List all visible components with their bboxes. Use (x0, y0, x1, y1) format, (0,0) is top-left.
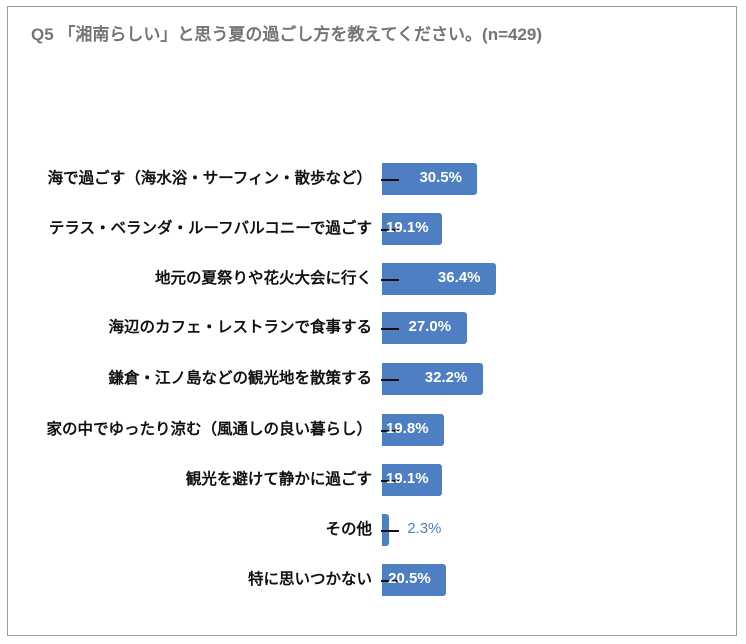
category-label: 海で過ごす（海水浴・サーフィン・散歩など） (47, 170, 372, 187)
bar (382, 263, 496, 295)
bar-row: 特に思いつかない 20.5% (0, 560, 746, 600)
category-label: テラス・ベランダ・ルーフバルコニーで過ごす (48, 220, 372, 237)
axis-tick (381, 229, 399, 231)
category-label: 観光を避けて静かに過ごす (185, 471, 372, 488)
axis-tick (381, 279, 399, 281)
category-label: 海辺のカフェ・レストランで食事する (108, 319, 372, 336)
bar-row: 海辺のカフェ・レストランで食事する 27.0% (0, 308, 746, 348)
value-label: 32.2% (424, 369, 468, 386)
value-label: 30.5% (419, 169, 462, 186)
axis-tick (381, 430, 399, 432)
value-label: 2.3% (407, 520, 442, 537)
value-label: 19.1% (386, 219, 429, 236)
axis-tick (381, 480, 399, 482)
chart-title: Q5 「湘南らしい」と思う夏の過ごし方を教えてください。(n=429) (31, 25, 543, 44)
bar-row: 鎌倉・江ノ島などの観光地を散策する 32.2% (0, 359, 746, 399)
category-label: 特に思いつかない (247, 571, 372, 588)
category-label: 鎌倉・江ノ島などの観光地を散策する (108, 370, 372, 387)
value-label: 36.4% (437, 269, 481, 286)
category-label: その他 (325, 521, 372, 538)
category-label: 地元の夏祭りや花火大会に行く (154, 270, 372, 287)
bar-row: 海で過ごす（海水浴・サーフィン・散歩など） 30.5% (0, 159, 746, 199)
bar-row: テラス・ベランダ・ルーフバルコニーで過ごす 19.1% (0, 209, 746, 249)
value-label: 19.8% (386, 420, 429, 437)
category-label: 家の中でゆったり涼む（風通しの良い暮らし） (46, 421, 372, 438)
bar-row: 家の中でゆったり涼む（風通しの良い暮らし） 19.8% (0, 410, 746, 450)
chart-frame (7, 6, 737, 636)
value-label: 27.0% (408, 318, 452, 335)
value-label: 19.1% (386, 470, 429, 487)
axis-tick (381, 328, 399, 330)
axis-tick (381, 179, 399, 181)
bar-row: 地元の夏祭りや花火大会に行く 36.4% (0, 259, 746, 299)
bar-row: 観光を避けて静かに過ごす 19.1% (0, 460, 746, 500)
axis-tick (381, 580, 399, 582)
bar-row: その他 2.3% (0, 510, 746, 550)
axis-tick (381, 379, 399, 381)
axis-tick (381, 530, 399, 532)
value-label: 20.5% (388, 570, 431, 587)
